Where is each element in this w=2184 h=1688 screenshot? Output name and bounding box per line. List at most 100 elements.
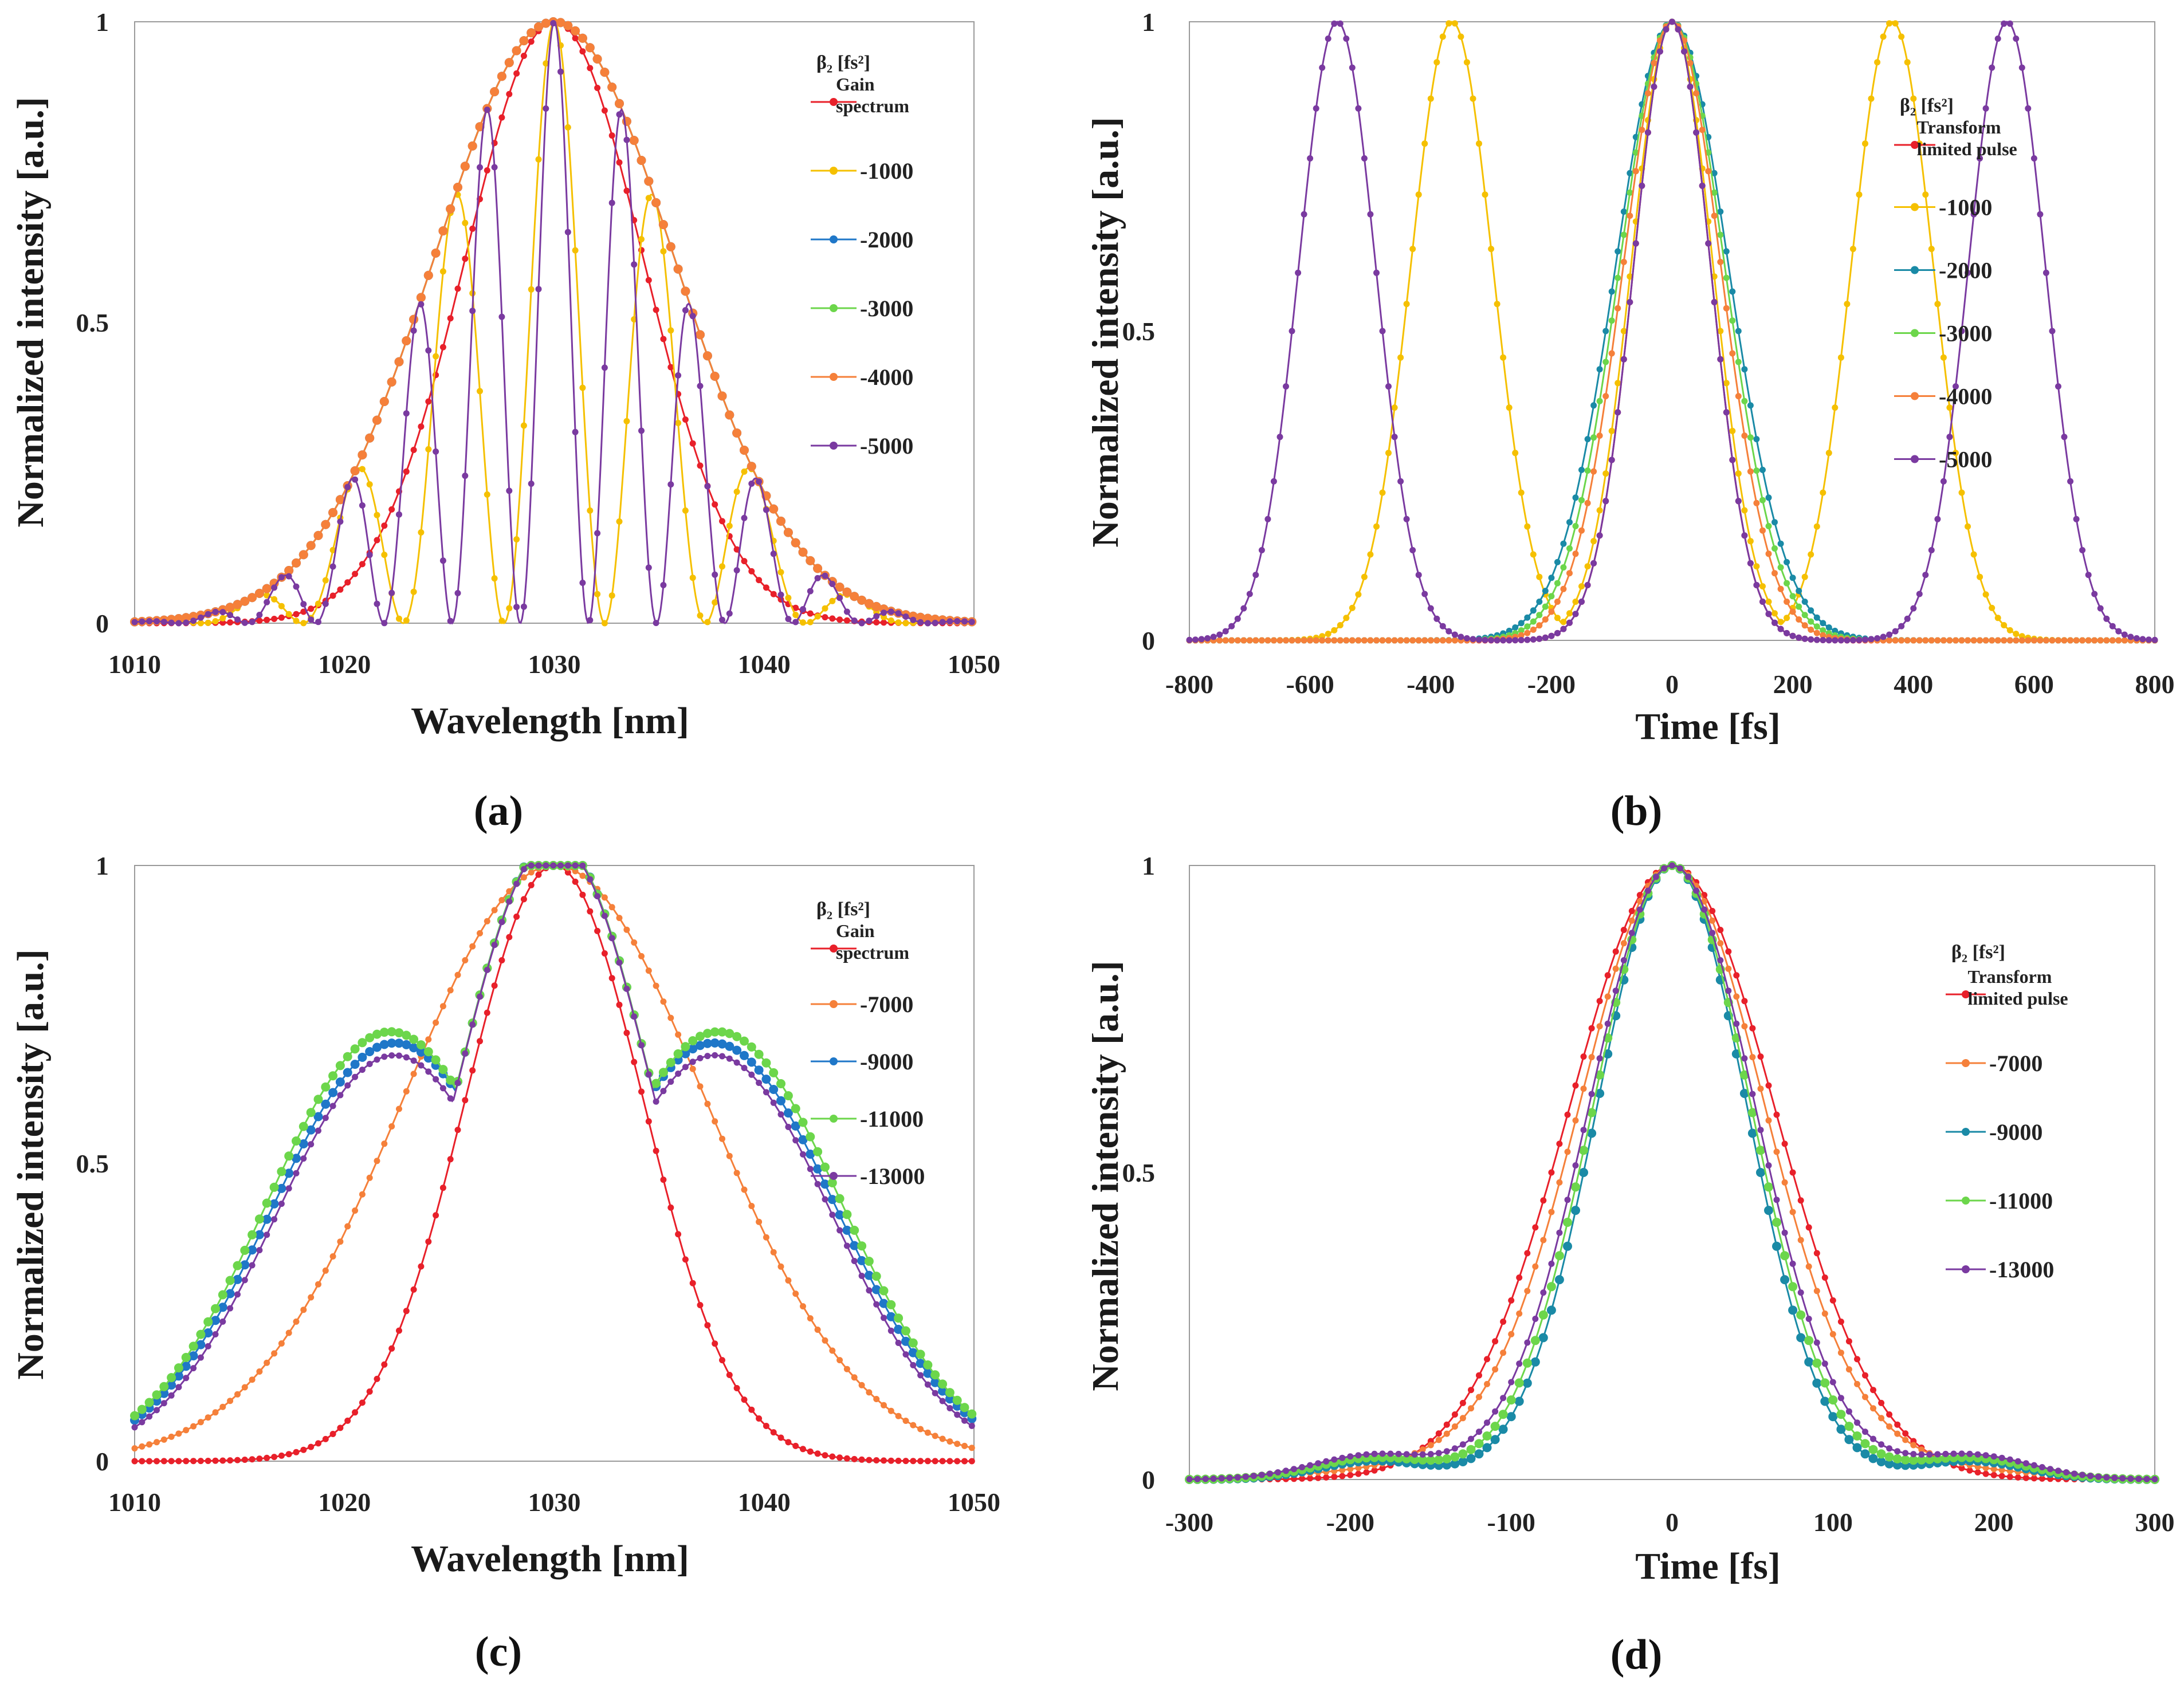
data-point (1596, 398, 1603, 404)
data-point (850, 1225, 859, 1235)
data-point (1693, 887, 1700, 894)
data-point (658, 1068, 668, 1077)
data-point (1699, 182, 1706, 189)
data-point (1801, 573, 1808, 580)
data-point (1958, 328, 1965, 335)
data-point (2115, 637, 2122, 644)
data-point (1427, 1442, 1434, 1449)
data-point (961, 1417, 968, 1424)
data-point (190, 1458, 197, 1465)
x-axis-label: Time [fs] (1635, 1545, 1781, 1587)
data-point (1602, 470, 1609, 477)
data-point (365, 1033, 375, 1042)
data-point (881, 619, 887, 626)
data-point (952, 1395, 962, 1405)
data-point (1538, 1333, 1548, 1343)
series-line (1189, 21, 2155, 642)
data-point (1701, 906, 1708, 913)
data-point (190, 1365, 197, 1372)
data-point (587, 908, 594, 915)
data-point (564, 869, 571, 876)
data-point (1307, 637, 1314, 644)
data-point (820, 1179, 830, 1189)
data-point (1910, 637, 1917, 644)
data-point (410, 1057, 417, 1064)
data-point (1391, 637, 1398, 644)
data-point (726, 522, 733, 529)
data-point (631, 1013, 638, 1020)
data-point (1910, 1451, 1917, 1458)
data-point (1723, 248, 1730, 255)
data-point (1530, 626, 1537, 633)
data-point (1339, 1473, 1346, 1480)
data-point (740, 1036, 749, 1046)
data-point (1904, 59, 1911, 66)
data-point (337, 1238, 344, 1245)
data-point (601, 912, 608, 919)
data-point (337, 1092, 344, 1099)
x-tick-label: 1030 (528, 650, 581, 679)
data-point (1805, 1263, 1812, 1270)
data-point (675, 372, 682, 379)
data-point (484, 491, 490, 498)
data-point (1747, 560, 1754, 566)
data-point (1325, 637, 1331, 644)
x-tick-label: 1040 (738, 1488, 791, 1517)
data-point (1433, 59, 1440, 66)
data-point (2091, 637, 2098, 644)
data-point (1709, 917, 1716, 924)
data-point (710, 371, 720, 381)
data-point (1788, 1282, 1798, 1292)
data-point (249, 1262, 256, 1269)
data-point (1331, 1456, 1338, 1463)
data-point (1717, 957, 1724, 963)
data-point (1590, 402, 1597, 409)
data-point (234, 1457, 241, 1463)
data-point (1747, 468, 1754, 475)
data-point (616, 111, 623, 118)
data-point (1530, 618, 1537, 625)
data-point (1862, 1394, 1868, 1400)
data-point (770, 1429, 777, 1436)
data-point (433, 1212, 439, 1219)
data-point (1958, 489, 1965, 496)
data-point (1355, 1452, 1362, 1459)
data-point (506, 934, 513, 941)
data-point (1283, 1467, 1289, 1474)
data-point (1773, 1111, 1780, 1118)
data-point (1880, 634, 1887, 640)
data-point (850, 1241, 859, 1250)
data-point (675, 420, 682, 426)
x-tick-label: 1020 (318, 1488, 371, 1517)
data-point (144, 1398, 154, 1407)
data-point (1709, 908, 1716, 914)
data-point (1735, 328, 1742, 335)
data-point (1797, 1197, 1804, 1204)
data-point (1194, 1475, 1201, 1482)
data-point (278, 1452, 285, 1459)
y-tick-label: 0.5 (1122, 1158, 1156, 1187)
data-point (1546, 1282, 1556, 1292)
data-point (1918, 1446, 1925, 1453)
data-point (1289, 637, 1295, 644)
data-point (681, 286, 690, 296)
data-point (1258, 1471, 1265, 1478)
data-point (205, 1414, 211, 1421)
data-point (726, 1055, 733, 1062)
data-point (910, 616, 917, 623)
data-point (1965, 523, 1971, 530)
data-point (813, 1164, 823, 1174)
data-point (719, 1135, 725, 1142)
data-point (1753, 467, 1760, 474)
data-point (1717, 231, 1724, 238)
data-point (1825, 624, 1832, 631)
data-point (732, 1032, 742, 1041)
data-point (1820, 632, 1826, 639)
data-point (2079, 1471, 2086, 1478)
data-point (513, 70, 520, 77)
data-point (895, 1412, 902, 1419)
data-point (1540, 1237, 1547, 1244)
data-point (887, 1457, 894, 1464)
data-point (1789, 608, 1796, 615)
